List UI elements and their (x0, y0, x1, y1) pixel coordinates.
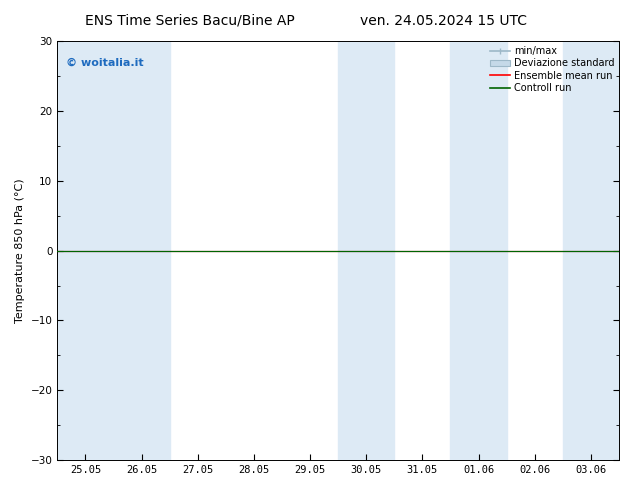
Bar (563, 41, 619, 460)
Text: ven. 24.05.2024 15 UTC: ven. 24.05.2024 15 UTC (360, 14, 527, 28)
Y-axis label: Temperature 850 hPa (°C): Temperature 850 hPa (°C) (15, 178, 25, 323)
Text: © woitalia.it: © woitalia.it (66, 58, 143, 68)
Bar (338, 41, 394, 460)
Legend: min/max, Deviazione standard, Ensemble mean run, Controll run: min/max, Deviazione standard, Ensemble m… (488, 44, 616, 95)
Text: ENS Time Series Bacu/Bine AP: ENS Time Series Bacu/Bine AP (86, 14, 295, 28)
Bar (57, 41, 170, 460)
Bar (451, 41, 507, 460)
